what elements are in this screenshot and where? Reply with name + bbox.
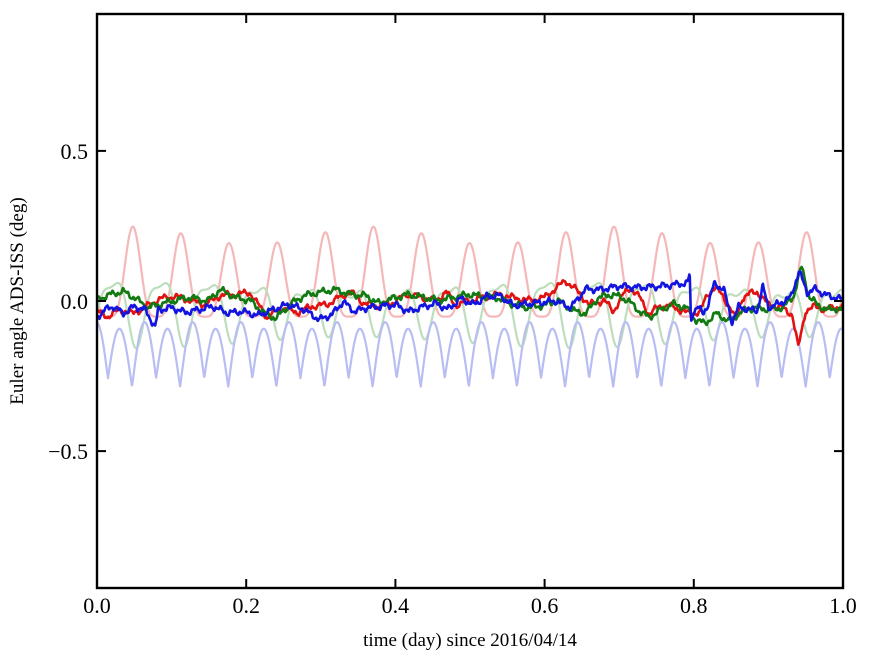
y-tick-label: 0.0 [61, 289, 89, 314]
series-light-red-line [97, 225, 843, 318]
x-tick-label: 1.0 [829, 593, 857, 618]
x-tick-label: 0.4 [382, 593, 410, 618]
x-tick-label: 0.8 [680, 593, 708, 618]
series-blue-line [97, 270, 843, 327]
x-tick-label: 0.2 [232, 593, 260, 618]
series-green-line [97, 265, 843, 327]
series-light-blue-line [97, 321, 843, 388]
y-tick-label: −0.5 [48, 439, 88, 464]
x-axis-label: time (day) since 2016/04/14 [363, 630, 577, 651]
axes: 0.0 0.2 0.4 0.6 0.8 1.0 −0.5 0.0 0.5 [48, 12, 857, 618]
x-tick-label: 0.6 [531, 593, 559, 618]
y-tick-label: 0.5 [61, 139, 89, 164]
y-axis-label: Euler angle ADS-ISS (deg) [7, 197, 28, 404]
plot-area [97, 225, 843, 388]
x-tick-label: 0.0 [83, 593, 111, 618]
